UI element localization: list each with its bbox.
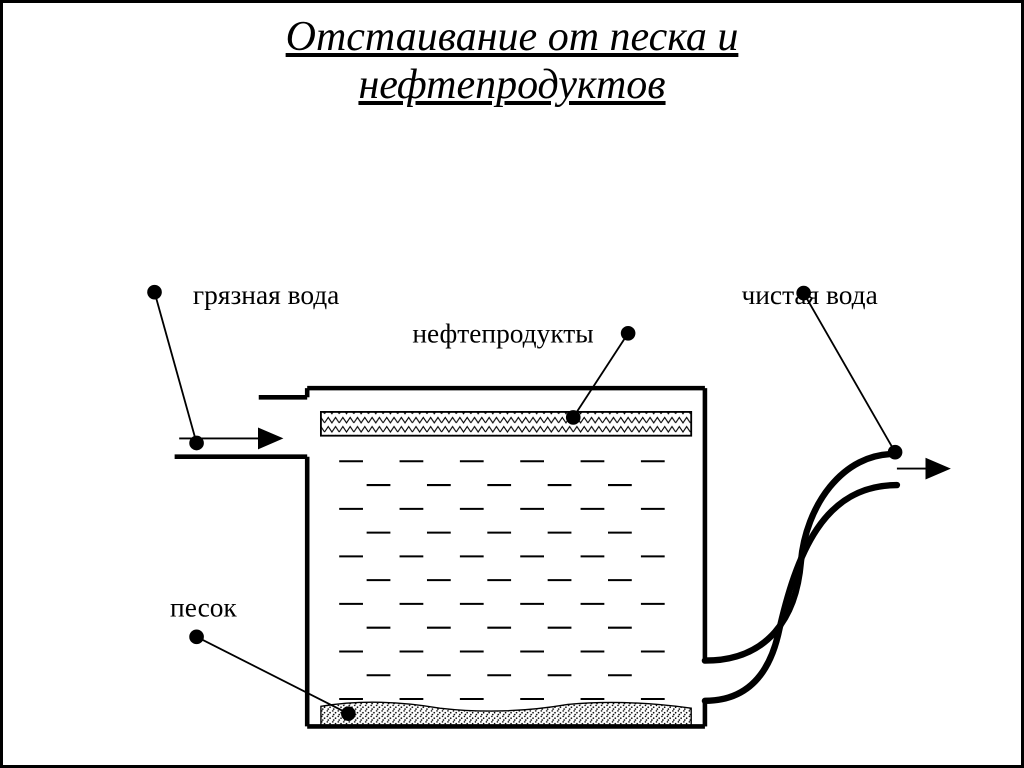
clean-water-dot-end [888, 445, 903, 460]
dirty-water-callout: грязная вода [147, 280, 339, 450]
settling-tank-diagram: грязная вода чистая вода нефтепродукты песо… [3, 123, 1021, 763]
sand-leader [197, 637, 349, 714]
diagram-root: грязная вода чистая вода нефтепродукты песо… [147, 280, 947, 726]
sand-layer [321, 702, 691, 726]
sand-dot-end [341, 706, 356, 721]
oil-products-callout: нефтепродукты [412, 318, 635, 424]
oil-products-dot-end [566, 410, 581, 425]
water-body [339, 461, 664, 699]
sand-label: песок [170, 593, 237, 623]
dirty-water-label: грязная вода [193, 280, 339, 310]
slide-title: Отстаивание от песка и нефтепродуктов [3, 13, 1021, 110]
clean-water-label: чистая вода [741, 280, 877, 310]
dirty-water-leader [155, 292, 197, 443]
title-line-2: нефтепродуктов [358, 62, 665, 108]
slide-frame: Отстаивание от песка и нефтепродуктов гр… [0, 0, 1024, 768]
oil-products-label: нефтепродукты [412, 318, 593, 348]
dirty-water-dot-end [189, 436, 204, 451]
oil-products-dot-start [621, 326, 636, 341]
clean-water-leader [804, 293, 895, 452]
clean-water-callout: чистая вода [741, 280, 902, 459]
sand-callout: песок [170, 593, 356, 721]
title-line-1: Отстаивание от песка и [286, 14, 739, 60]
outlet-pipe-inner [705, 485, 897, 701]
oil-products-layer [321, 412, 691, 436]
